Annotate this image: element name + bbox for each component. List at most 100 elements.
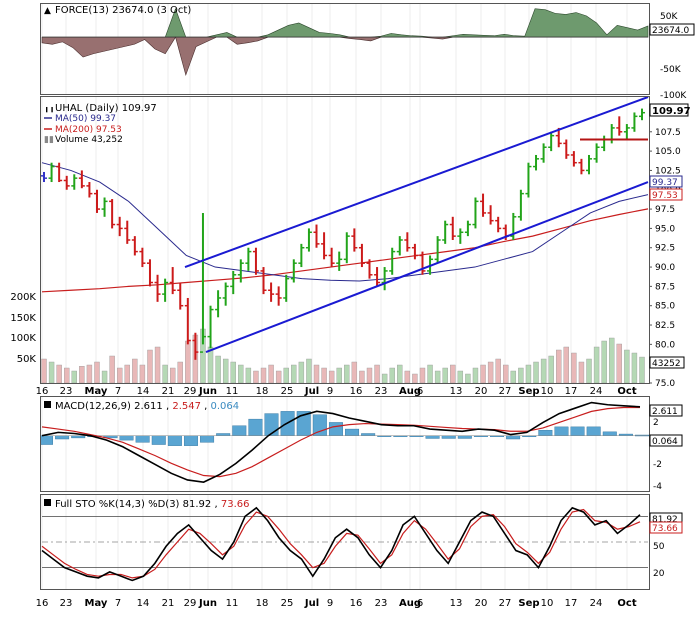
force-tick: 50K: [660, 12, 678, 22]
ohlc-bar: [540, 143, 547, 163]
x-axis-label: 23: [375, 598, 388, 609]
channel-upper-line: [184, 97, 649, 268]
x-axis-label: 29: [184, 386, 197, 397]
x-axis-label: Jun: [198, 598, 217, 609]
volume-tick: 50K: [17, 354, 37, 365]
macd-histogram-bar: [506, 435, 521, 440]
force-negative-area: [41, 36, 648, 77]
volume-badge-text: 43252: [652, 359, 681, 369]
volume-bar: [571, 352, 577, 383]
volume-bar: [207, 346, 214, 383]
volume-bar: [351, 361, 358, 383]
sto-label: Full STO %K(14,3) %D(3): [55, 499, 180, 510]
volume-bar: [412, 373, 418, 383]
ohlc-bar: [124, 220, 131, 244]
ohlc-bar: [343, 232, 350, 264]
macd-tick: -4: [653, 482, 662, 492]
x-axis-label: Sep: [518, 598, 539, 609]
force-value-badge: [649, 23, 695, 36]
volume-bar: [457, 370, 464, 383]
macd-histogram-bar: [570, 426, 585, 436]
volume-bar: [336, 367, 342, 383]
macd-hist-badge: [649, 434, 683, 447]
x-axis-label: Sep: [518, 386, 539, 397]
ma50-legend: MA(50) 99.37: [55, 114, 116, 124]
volume-bar: [548, 355, 554, 383]
ohlc-bar: [78, 170, 85, 189]
ohlc-bar: [41, 171, 47, 183]
x-axis-label: 29: [184, 598, 197, 609]
ohlc-bar: [389, 247, 396, 275]
macd-histogram-bar: [345, 428, 360, 436]
volume-bar: [306, 358, 312, 383]
ma200-badge-text: 97.53: [652, 191, 678, 201]
sto-legend-swatch: [44, 499, 51, 506]
x-axis-label: 21: [162, 598, 175, 609]
volume-bar: [154, 346, 161, 383]
ohlc-bar: [290, 259, 297, 283]
ohlc-bar: [93, 189, 100, 213]
force-panel: [41, 7, 649, 77]
volume-legend: Volume 43,252: [55, 135, 123, 145]
ohlc-bar: [601, 135, 608, 152]
macd-tick: 2: [653, 418, 659, 428]
price-tick-label: 107.5: [655, 128, 681, 138]
volume-tick: 200K: [10, 292, 36, 303]
macd-histogram-bar: [538, 429, 553, 436]
ohlc-bar: [434, 236, 441, 264]
macd-histogram-bar: [425, 435, 440, 439]
volume-bar: [503, 364, 509, 383]
sto-axis: 50 20 81.92 73.66: [649, 512, 683, 579]
volume-bar: [631, 352, 638, 383]
volume-bar: [563, 346, 570, 383]
force-value-badge-text: 23674.0: [652, 26, 689, 36]
volume-bar: [593, 346, 600, 383]
volume-bar: [109, 355, 115, 383]
x-axis-label: 20: [475, 598, 488, 609]
sto-k-value: 81.92: [183, 499, 212, 510]
volume-bar: [147, 349, 153, 383]
ohlc-bar: [366, 259, 373, 279]
price-tick-label: 90.0: [655, 263, 675, 273]
ohlc-bar: [199, 212, 206, 353]
x-axis-label: 13: [450, 386, 463, 397]
ohlc-bar: [374, 267, 381, 287]
price-tick-label: 95.0: [655, 224, 675, 234]
volume-bar: [344, 364, 350, 383]
x-axis-label: 16: [36, 598, 49, 609]
volume-bar: [601, 340, 607, 383]
volume-bar: [101, 370, 108, 383]
volume-bar: [56, 364, 62, 383]
price-tick-label: 105.0: [655, 147, 681, 157]
ohlc-bar: [222, 282, 229, 306]
x-axis-label: May: [85, 598, 108, 609]
x-axis-label: 9: [327, 386, 333, 397]
ohlc-bar: [578, 158, 585, 175]
volume-bar: [427, 364, 433, 383]
volume-bar: [79, 366, 85, 383]
macd-panel: [41, 401, 649, 483]
volume-bar: [540, 358, 547, 383]
macd-signal-line: [41, 406, 641, 478]
x-axis-label: 10: [541, 386, 554, 397]
x-axis-label: Oct: [617, 386, 636, 397]
x-axis-label: 23: [60, 386, 73, 397]
volume-badge: [649, 356, 685, 369]
macd-hist-badge-text: 0.064: [652, 437, 678, 447]
ohlc-bar: [449, 216, 456, 240]
volume-legend-icon: ▮▮: [44, 135, 54, 145]
force-axis: 50K 0 -50K -100K 23674.0: [649, 12, 695, 101]
ohlc-bar: [298, 243, 305, 268]
price-tick-label: 97.5: [655, 205, 675, 215]
volume-bar: [389, 367, 395, 383]
x-axis-label: 16: [36, 386, 49, 397]
volume-bar: [116, 367, 123, 383]
volume-bar: [487, 361, 494, 383]
sto-panel: [41, 506, 648, 582]
volume-bar: [586, 358, 592, 383]
x-axis-label: 21: [162, 386, 175, 397]
volume-bar: [419, 367, 426, 383]
price-tick-label: 87.5: [655, 282, 675, 292]
